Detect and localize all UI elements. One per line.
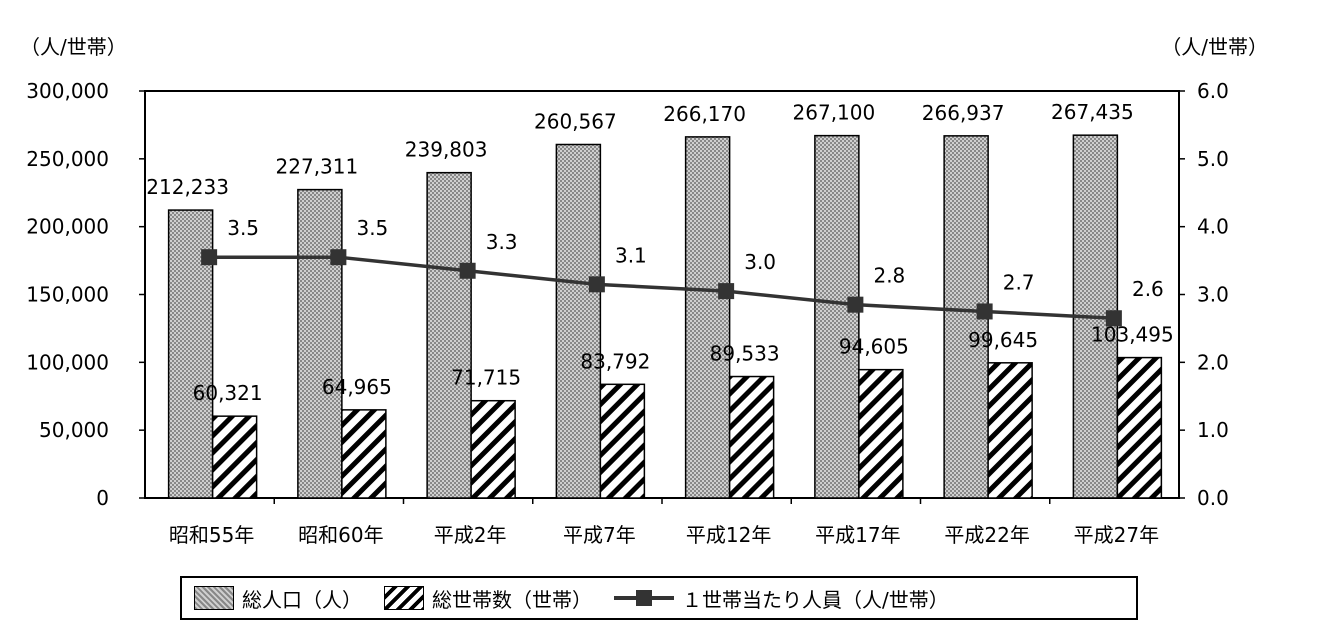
line-per-household-label: 3.5 [227, 216, 259, 240]
right-axis-unit: （人/世帯） [1161, 35, 1268, 59]
left-axis-tick-label: 50,000 [39, 418, 109, 442]
x-axis-tick-label: 平成7年 [563, 523, 636, 547]
line-per-household-label: 3.5 [356, 216, 388, 240]
left-axis-tick-label: 200,000 [26, 215, 109, 239]
left-axis-tick-label: 100,000 [26, 350, 109, 374]
line-per-household-marker [718, 283, 735, 300]
bar-households-label: 64,965 [322, 375, 392, 399]
bar-total [426, 171, 472, 499]
right-axis-tick-label: 2.0 [1197, 350, 1229, 374]
right-axis-tick-label: 6.0 [1197, 79, 1229, 103]
x-axis-tick-label: 昭和60年 [298, 523, 383, 547]
bar-total [684, 136, 731, 499]
bar-households [341, 409, 387, 499]
bar-households [987, 362, 1033, 499]
legend-item-total: 総人口（人） [194, 584, 362, 613]
legend-item-households: 総世帯数（世帯） [384, 584, 592, 613]
bar-total-label: 227,311 [276, 155, 359, 179]
line-per-household-marker [201, 249, 218, 266]
bar-total-label: 266,170 [663, 102, 746, 126]
bar-households-label: 99,645 [968, 328, 1038, 352]
line-per-household-marker [330, 249, 347, 266]
line-per-household-label: 3.3 [486, 230, 518, 254]
legend-item-per-household: １世帯当たり人員（人/世帯） [614, 584, 949, 613]
legend-label-households: 総世帯数（世帯） [432, 587, 592, 612]
bar-total-label: 267,435 [1051, 100, 1134, 124]
line-per-household-marker [976, 303, 993, 320]
left-axis-tick-label: 0 [96, 486, 109, 510]
x-axis-tick-label: 昭和55年 [169, 523, 254, 547]
bar-households-label: 60,321 [193, 381, 263, 405]
left-axis-tick-label: 250,000 [26, 147, 109, 171]
bar-households-label: 103,495 [1091, 323, 1174, 347]
bar-households-label: 83,792 [580, 349, 650, 373]
line-per-household-marker [459, 262, 476, 279]
line-per-household-marker [1105, 310, 1122, 327]
legend-label-total: 総人口（人） [242, 587, 362, 612]
bar-households [599, 383, 646, 499]
legend-label-per-household: １世帯当たり人員（人/世帯） [682, 587, 949, 612]
x-axis-tick-label: 平成22年 [944, 523, 1029, 547]
line-per-household-marker [588, 276, 605, 293]
line-per-household-label: 2.7 [1003, 270, 1035, 294]
bar-total [297, 188, 343, 499]
bar-total [814, 134, 860, 499]
line-per-household-label: 3.0 [744, 250, 776, 274]
right-axis-tick-label: 4.0 [1197, 215, 1229, 239]
chart-legend: 総人口（人） 総世帯数（世帯） １世帯当たり人員（人/世帯） [180, 576, 1138, 620]
line-per-household-label: 2.6 [1132, 277, 1164, 301]
line-per-household-label: 3.1 [615, 243, 647, 267]
legend-swatch-per-household [614, 586, 674, 610]
bar-households-label: 94,605 [839, 335, 909, 359]
x-axis-tick-label: 平成2年 [434, 523, 507, 547]
right-axis-tick-label: 0.0 [1197, 486, 1229, 510]
x-axis-tick-label: 平成17年 [815, 523, 900, 547]
bar-total [555, 143, 602, 499]
line-per-household [209, 255, 1114, 320]
bar-households [211, 415, 258, 499]
bar-total-label: 260,567 [534, 109, 617, 133]
legend-swatch-households [384, 586, 424, 610]
right-axis-tick-label: 3.0 [1197, 283, 1229, 307]
x-axis-tick-label: 平成12年 [686, 523, 771, 547]
bar-total-label: 212,233 [146, 175, 229, 199]
bar-total-label: 239,803 [405, 138, 488, 162]
right-axis-tick-label: 5.0 [1197, 147, 1229, 171]
legend-swatch-total [194, 586, 234, 610]
line-per-household-label: 2.8 [873, 264, 905, 288]
bar-total-label: 266,937 [922, 101, 1005, 125]
population-chart: 0 50,000 100,000 150,000 200,000 250,000 300,0… [20, 35, 1268, 547]
bar-households [858, 368, 904, 499]
bar-households [1116, 356, 1163, 499]
bar-total-label: 267,100 [793, 101, 876, 125]
bar-households [728, 375, 775, 499]
line-per-household-marker [847, 296, 864, 313]
bar-households-label: 89,533 [710, 342, 780, 366]
left-axis-tick-label: 150,000 [26, 283, 109, 307]
right-axis-tick-label: 1.0 [1197, 418, 1229, 442]
left-axis-unit: （人/世帯） [20, 35, 127, 59]
left-axis-tick-label: 300,000 [26, 79, 109, 103]
x-axis-tick-label: 平成27年 [1074, 523, 1159, 547]
bar-households [470, 399, 516, 499]
bar-households-label: 71,715 [451, 366, 521, 390]
